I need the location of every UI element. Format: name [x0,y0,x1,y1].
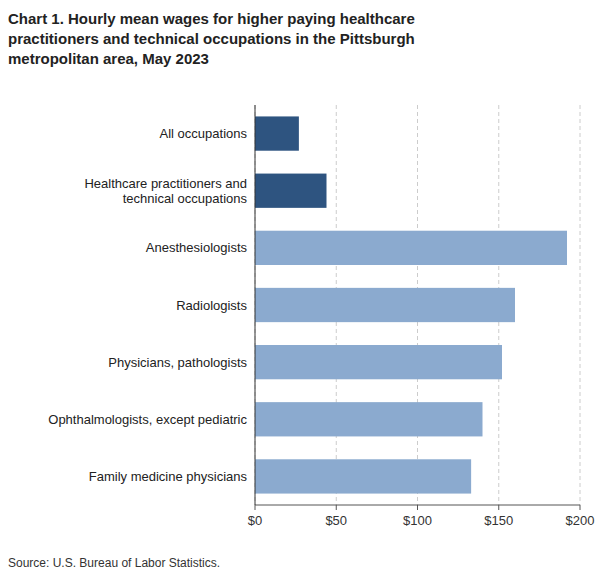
tick-label: $100 [403,513,432,528]
category-label: Physicians, pathologists [108,355,247,370]
tick-mark [417,505,418,510]
tick-mark [255,505,256,510]
grid-line [255,105,256,505]
bars [255,116,567,493]
tick-label: $200 [566,513,595,528]
tick-mark [498,505,499,510]
bar [255,345,502,379]
title: Chart 1. Hourly mean wages for higher pa… [8,10,415,67]
grid [255,105,580,505]
category-label: Family medicine physicians [89,469,248,484]
tick-label: $50 [325,513,347,528]
tick-mark [580,505,581,510]
y-axis-line [255,105,256,505]
bar [255,231,567,265]
bar [255,174,327,208]
bar [255,116,299,150]
chart-container: Chart 1. Hourly mean wages for higher pa… [0,0,601,577]
y-axis: Family medicine physicians Ophthalmologis… [48,126,247,484]
x-axis: $0 $50 $100 $150 $200 [248,505,595,528]
source: Source: U.S. Bureau of Labor Statistics. [8,556,220,570]
grid-line [580,105,581,505]
bar [255,402,483,436]
category-label: Anesthesiologists [146,240,248,255]
category-label: Radiologists [176,298,247,313]
tick-label: $0 [248,513,262,528]
tick-mark [336,505,337,510]
bar [255,459,471,493]
x-axis-line [255,505,580,506]
category-label: Ophthalmologists, except pediatric [48,412,247,427]
tick-label: $150 [484,513,513,528]
category-label: All occupations [160,126,248,141]
category-label: Healthcare practitioners andtechnical oc… [84,176,247,206]
chart: Chart 1. Hourly mean wages for higher pa… [0,0,601,577]
background [0,0,601,577]
bar [255,288,515,322]
